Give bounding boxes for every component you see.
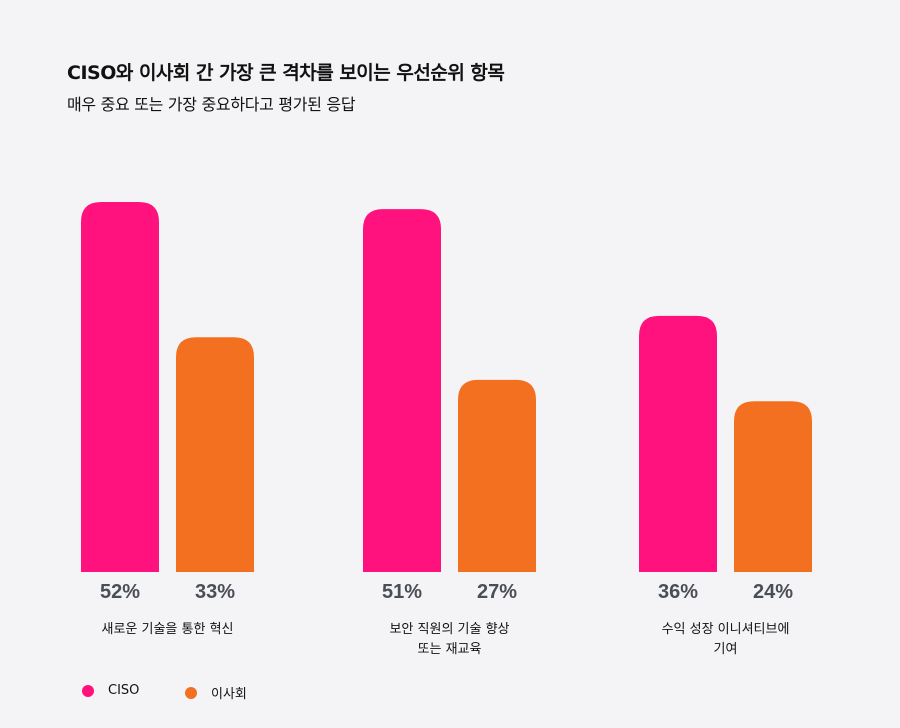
bar-board-1	[458, 379, 536, 572]
legend-swatch-ciso	[82, 684, 94, 697]
value-label: 36%	[658, 581, 698, 603]
category-label: 기여	[714, 642, 738, 657]
category-label: 새로운 기술을 통한 혁신	[102, 622, 234, 637]
legend-label-ciso: CISO	[108, 683, 140, 698]
category-label: 수익 성장 이니셔티브에	[662, 622, 790, 637]
value-label: 33%	[195, 581, 235, 603]
legend-label-board: 이사회	[211, 687, 247, 702]
category-label: 보안 직원의 기술 향상	[389, 622, 509, 637]
bar-board-2	[734, 401, 812, 572]
category-label: 또는 재교육	[418, 642, 482, 657]
legend-item-board: 이사회	[185, 683, 247, 702]
bar-ciso-2	[639, 315, 717, 572]
chart-subtitle: 매우 중요 또는 가장 중요하다고 평가된 응답	[67, 95, 356, 114]
value-label: 24%	[753, 581, 793, 603]
legend-item-ciso: CISO	[82, 683, 139, 698]
value-label: 27%	[477, 581, 517, 603]
chart-title: CISO와 이사회 간 가장 큰 격차를 보이는 우선순위 항목	[67, 62, 505, 84]
legend-swatch-board	[185, 686, 197, 699]
value-label: 52%	[100, 581, 140, 603]
bar-ciso-1	[363, 209, 441, 572]
value-label: 51%	[382, 581, 422, 603]
bar-ciso-0	[81, 202, 159, 572]
bar-board-0	[176, 337, 254, 572]
